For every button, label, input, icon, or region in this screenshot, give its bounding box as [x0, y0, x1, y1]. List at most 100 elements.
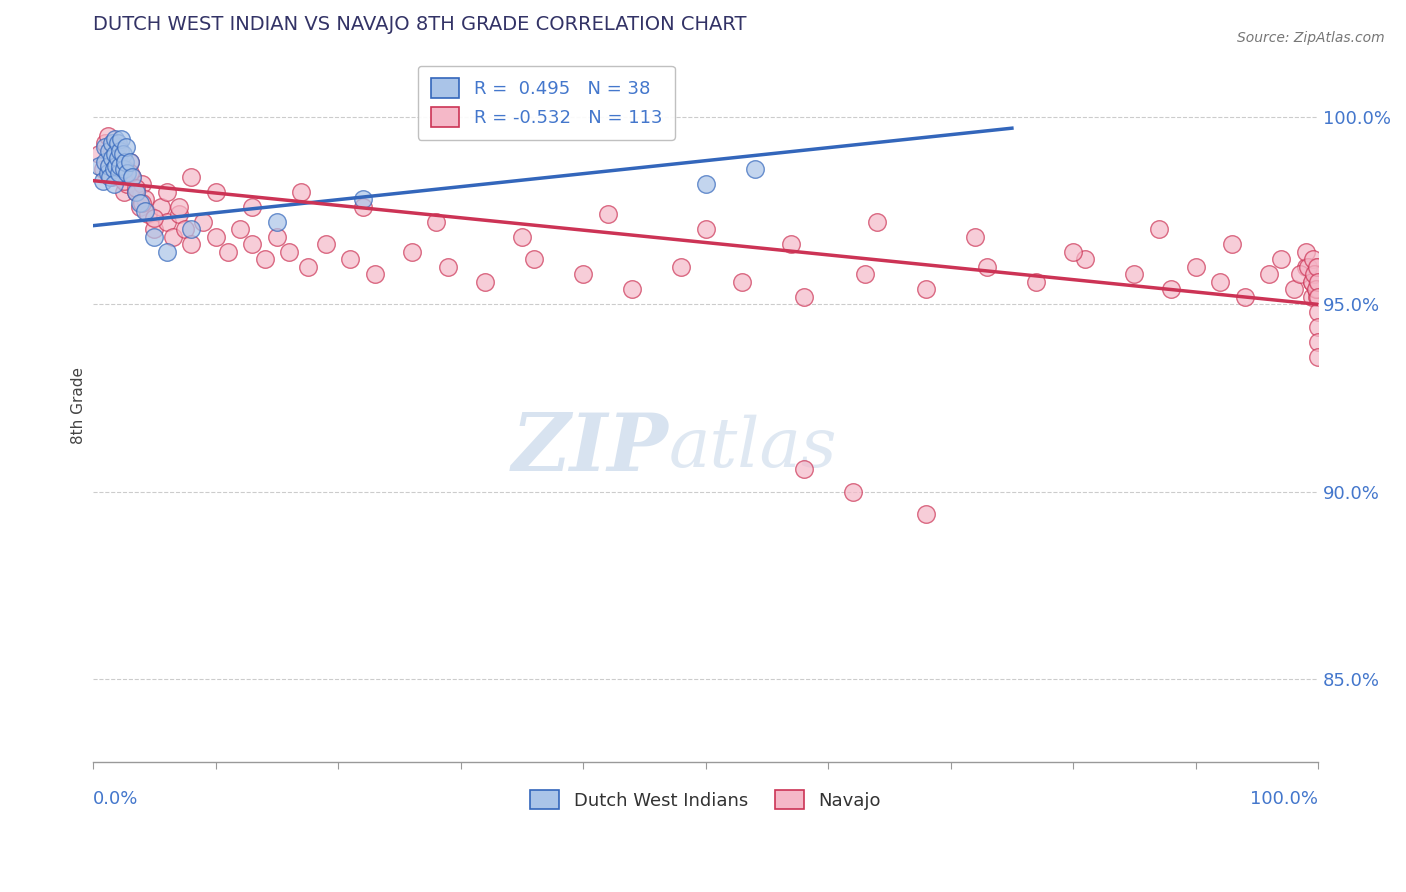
Point	[731, 275, 754, 289]
Point	[108, 166, 131, 180]
Point	[104, 162, 127, 177]
Point	[1303, 268, 1326, 282]
Point	[98, 169, 121, 184]
Point	[134, 193, 156, 207]
Point	[143, 211, 166, 226]
Point	[1258, 268, 1281, 282]
Point	[793, 290, 815, 304]
Point	[1288, 268, 1310, 282]
Point	[100, 136, 122, 151]
Text: atlas: atlas	[669, 415, 838, 482]
Point	[112, 174, 135, 188]
Point	[1308, 350, 1330, 364]
Point	[105, 159, 128, 173]
Point	[1301, 275, 1323, 289]
Point	[1308, 282, 1330, 296]
Point	[1282, 282, 1305, 296]
Point	[143, 222, 166, 236]
Point	[669, 260, 692, 274]
Point	[523, 252, 546, 267]
Point	[128, 196, 150, 211]
Point	[94, 136, 117, 151]
Point	[204, 185, 226, 199]
Point	[229, 222, 252, 236]
Point	[1305, 268, 1327, 282]
Point	[128, 200, 150, 214]
Text: ZIP: ZIP	[512, 409, 669, 487]
Point	[94, 140, 117, 154]
Point	[115, 140, 138, 154]
Point	[121, 169, 143, 184]
Point	[217, 244, 239, 259]
Point	[131, 178, 153, 192]
Point	[134, 203, 156, 218]
Point	[108, 155, 131, 169]
Point	[108, 144, 131, 158]
Point	[125, 185, 148, 199]
Point	[290, 185, 312, 199]
Point	[149, 200, 172, 214]
Point	[1306, 290, 1329, 304]
Point	[1305, 282, 1327, 296]
Point	[352, 193, 374, 207]
Point	[853, 268, 876, 282]
Point	[162, 230, 184, 244]
Point	[107, 136, 129, 151]
Point	[1308, 290, 1330, 304]
Point	[117, 166, 139, 180]
Point	[97, 166, 120, 180]
Point	[121, 169, 143, 184]
Point	[474, 275, 496, 289]
Point	[1306, 268, 1329, 282]
Point	[401, 244, 423, 259]
Point	[780, 237, 803, 252]
Point	[193, 215, 215, 229]
Point	[180, 169, 202, 184]
Point	[103, 147, 125, 161]
Point	[744, 162, 766, 177]
Point	[1302, 252, 1324, 267]
Point	[510, 230, 533, 244]
Point	[1308, 334, 1330, 349]
Point	[572, 268, 595, 282]
Point	[104, 132, 127, 146]
Point	[131, 196, 153, 211]
Point	[111, 147, 134, 161]
Point	[143, 230, 166, 244]
Text: DUTCH WEST INDIAN VS NAVAJO 8TH GRADE CORRELATION CHART: DUTCH WEST INDIAN VS NAVAJO 8TH GRADE CO…	[93, 15, 747, 34]
Text: 0.0%: 0.0%	[93, 790, 139, 808]
Point	[352, 200, 374, 214]
Point	[242, 237, 264, 252]
Point	[156, 215, 179, 229]
Point	[695, 178, 717, 192]
Point	[596, 207, 619, 221]
Point	[976, 260, 998, 274]
Point	[180, 222, 202, 236]
Point	[118, 155, 141, 169]
Point	[94, 155, 117, 169]
Point	[125, 185, 148, 199]
Point	[1305, 282, 1327, 296]
Point	[1306, 260, 1329, 274]
Point	[621, 282, 644, 296]
Point	[156, 244, 179, 259]
Point	[98, 144, 121, 158]
Point	[104, 147, 127, 161]
Legend: Dutch West Indians, Navajo: Dutch West Indians, Navajo	[523, 782, 889, 817]
Point	[107, 159, 129, 173]
Point	[1123, 268, 1146, 282]
Point	[174, 222, 197, 236]
Point	[1147, 222, 1170, 236]
Point	[1222, 237, 1244, 252]
Point	[167, 200, 190, 214]
Point	[866, 215, 889, 229]
Point	[695, 222, 717, 236]
Point	[204, 230, 226, 244]
Point	[125, 181, 148, 195]
Point	[89, 159, 111, 173]
Point	[98, 159, 121, 173]
Point	[965, 230, 987, 244]
Point	[266, 215, 288, 229]
Point	[180, 237, 202, 252]
Y-axis label: 8th Grade: 8th Grade	[72, 368, 86, 444]
